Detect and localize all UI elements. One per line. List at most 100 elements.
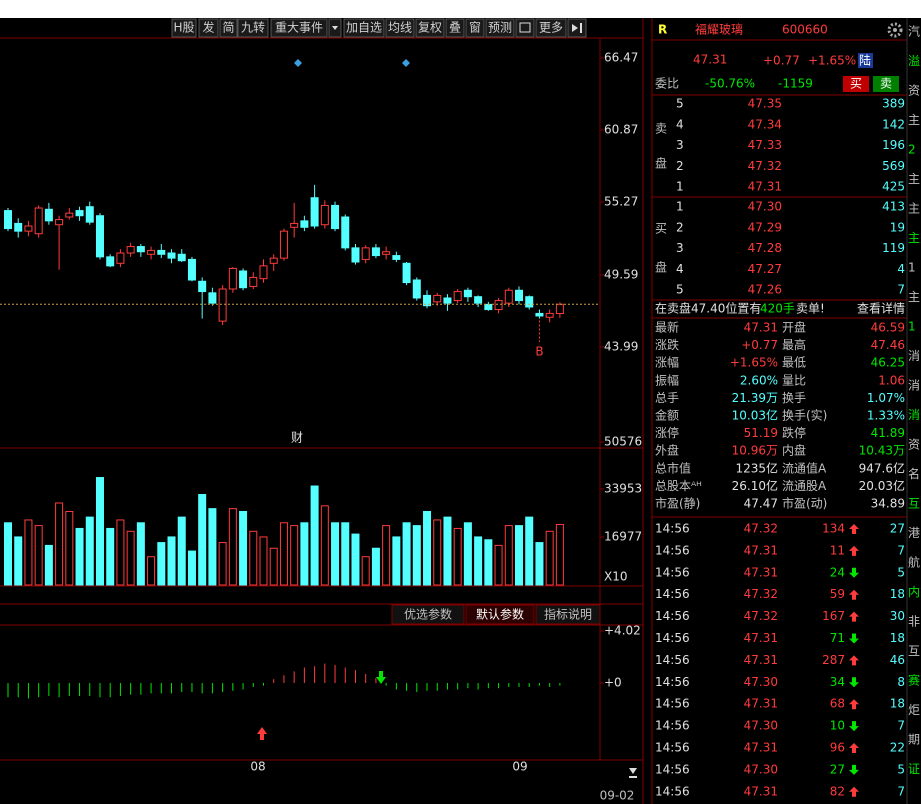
toolbar-button[interactable]: [465, 18, 485, 38]
level-price: 47.29: [748, 220, 782, 234]
toolbar-label: 更多: [539, 21, 563, 35]
stat-label: 最新: [655, 320, 679, 335]
candle-body: [463, 289, 472, 298]
sell-button[interactable]: [873, 76, 899, 92]
toolbar-button[interactable]: [171, 18, 197, 38]
candle-body: [504, 289, 513, 304]
y-tick-label: 55.27: [604, 194, 638, 208]
tick-count: 7: [897, 719, 905, 733]
volume-bar: [310, 485, 319, 586]
tick-count: 22: [890, 741, 905, 755]
toolbar-button[interactable]: [198, 18, 219, 38]
toolbar-button[interactable]: [385, 18, 415, 38]
tick-arrow: [849, 633, 859, 644]
volume-bar: [228, 508, 237, 586]
window-button[interactable]: [515, 18, 535, 38]
toolbar-label: 叠: [449, 21, 461, 35]
tick-volume: 11: [830, 543, 845, 557]
stat-label: 市盈(静): [655, 496, 700, 511]
sidebar-item: 1: [908, 261, 916, 275]
y-tick-label: 33953: [604, 481, 642, 495]
volume-bar: [331, 522, 340, 586]
tick-volume: 59: [830, 587, 845, 601]
settings-icon[interactable]: [887, 22, 903, 38]
volume-bar: [433, 519, 442, 586]
download-icon[interactable]: [629, 768, 637, 778]
volume-bar: [249, 530, 258, 586]
tick-price: 47.31: [744, 697, 778, 711]
stat-value: +0.77: [741, 338, 778, 352]
tick-volume: 287: [822, 653, 845, 667]
toolbar-button[interactable]: [415, 18, 445, 38]
y-tick-label: +4.02: [604, 624, 641, 638]
candle-body: [320, 204, 329, 226]
ratio-value: -50.76%: [705, 77, 755, 91]
tick-arrow: [849, 721, 859, 732]
event-marker[interactable]: [294, 59, 302, 67]
tick-count: 7: [897, 543, 905, 557]
level-volume: 7: [897, 283, 905, 297]
x-tick-label: 09: [512, 760, 527, 774]
toolbar-button[interactable]: [343, 18, 385, 38]
volume-bar: [24, 519, 33, 586]
level: 3: [676, 241, 684, 255]
candle-body: [85, 206, 94, 223]
book-label: 买: [655, 222, 667, 236]
candle-body: [239, 270, 248, 289]
volume-bar: [85, 516, 94, 586]
level-volume: 413: [882, 200, 905, 214]
tick-time: 14:56: [655, 653, 690, 667]
volume-bar: [474, 536, 483, 586]
stat-value: 10.03亿: [732, 408, 778, 423]
tick-price: 47.30: [744, 762, 778, 776]
stat-value: 1.06: [878, 373, 905, 387]
toolbar-button[interactable]: [445, 18, 465, 38]
candle-body: [412, 279, 421, 299]
level: 2: [676, 220, 684, 234]
market-tag-label: 陆: [859, 53, 871, 68]
candle-body: [555, 303, 564, 315]
stat-value: 10.96万: [732, 444, 778, 458]
alert-link: 查看详情: [857, 301, 905, 316]
stat-value: 21.39万: [732, 391, 778, 405]
volume-bar: [545, 530, 554, 586]
tick-arrow: [849, 611, 859, 622]
volume-bar: [126, 530, 135, 586]
stat-label: 流通值A: [782, 460, 827, 475]
toolbar-button[interactable]: [535, 18, 567, 38]
level-price: 47.34: [748, 117, 782, 131]
candle-body: [65, 212, 74, 218]
toolbar-button[interactable]: [219, 18, 238, 38]
tick-count: 5: [897, 762, 905, 776]
indicator-button[interactable]: [535, 604, 601, 625]
toolbar-label: H股: [173, 21, 194, 35]
stat-value: 2.60%: [740, 373, 778, 387]
level-volume: 425: [882, 180, 905, 194]
toolbar-button[interactable]: [237, 18, 269, 38]
toolbar-button[interactable]: [270, 18, 328, 38]
signal-label: B: [535, 345, 543, 359]
event-marker[interactable]: [402, 59, 410, 67]
candle-body: [331, 204, 340, 230]
tick-count: 5: [897, 565, 905, 579]
sell-button-label: 卖: [880, 77, 892, 91]
tick-price: 47.31: [744, 565, 778, 579]
candle-body: [249, 276, 258, 287]
tick-time: 14:56: [655, 587, 690, 601]
tick-price: 47.32: [744, 522, 778, 536]
sidebar-item: 主: [908, 231, 920, 245]
indicator-button[interactable]: [391, 604, 465, 625]
toolbar-button[interactable]: [485, 18, 515, 38]
candle-body: [208, 292, 217, 304]
indicator-button[interactable]: [465, 604, 535, 625]
background: [0, 18, 921, 804]
tick-volume: 96: [830, 741, 845, 755]
stat-value: 1.07%: [867, 391, 905, 405]
level-volume: 119: [882, 241, 905, 255]
volume-bar: [290, 525, 299, 586]
level: 5: [676, 97, 684, 111]
candle-body: [177, 253, 186, 262]
tick-price: 47.30: [744, 675, 778, 689]
volume-bar: [443, 516, 452, 586]
buy-button[interactable]: [843, 76, 869, 92]
